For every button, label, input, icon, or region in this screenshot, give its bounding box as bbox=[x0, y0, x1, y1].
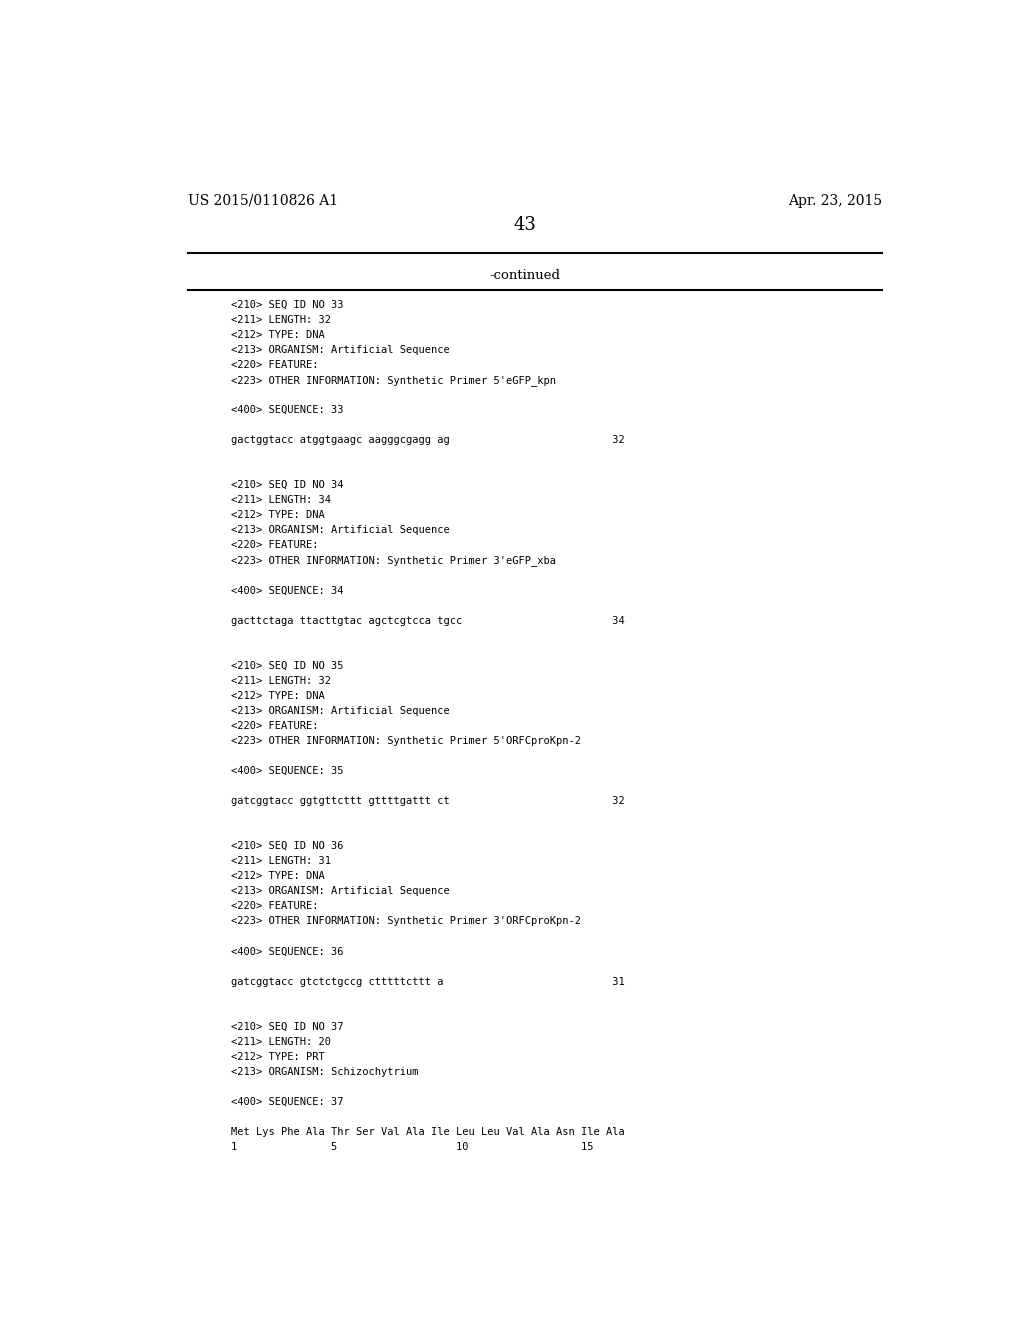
Text: Apr. 23, 2015: Apr. 23, 2015 bbox=[787, 194, 882, 209]
Text: gatcggtacc gtctctgccg ctttttcttt a                           31: gatcggtacc gtctctgccg ctttttcttt a 31 bbox=[231, 977, 625, 986]
Text: <223> OTHER INFORMATION: Synthetic Primer 5'ORFCproKpn-2: <223> OTHER INFORMATION: Synthetic Prime… bbox=[231, 737, 582, 746]
Text: <220> FEATURE:: <220> FEATURE: bbox=[231, 540, 318, 550]
Text: <210> SEQ ID NO 35: <210> SEQ ID NO 35 bbox=[231, 661, 344, 671]
Text: <213> ORGANISM: Schizochytrium: <213> ORGANISM: Schizochytrium bbox=[231, 1067, 419, 1077]
Text: <400> SEQUENCE: 33: <400> SEQUENCE: 33 bbox=[231, 405, 344, 414]
Text: <210> SEQ ID NO 36: <210> SEQ ID NO 36 bbox=[231, 841, 344, 851]
Text: <220> FEATURE:: <220> FEATURE: bbox=[231, 902, 318, 911]
Text: <211> LENGTH: 20: <211> LENGTH: 20 bbox=[231, 1036, 331, 1047]
Text: <211> LENGTH: 34: <211> LENGTH: 34 bbox=[231, 495, 331, 506]
Text: <400> SEQUENCE: 36: <400> SEQUENCE: 36 bbox=[231, 946, 344, 957]
Text: <212> TYPE: DNA: <212> TYPE: DNA bbox=[231, 511, 325, 520]
Text: <220> FEATURE:: <220> FEATURE: bbox=[231, 721, 318, 731]
Text: US 2015/0110826 A1: US 2015/0110826 A1 bbox=[187, 194, 338, 209]
Text: <210> SEQ ID NO 37: <210> SEQ ID NO 37 bbox=[231, 1022, 344, 1032]
Text: <210> SEQ ID NO 34: <210> SEQ ID NO 34 bbox=[231, 480, 344, 490]
Text: <211> LENGTH: 32: <211> LENGTH: 32 bbox=[231, 676, 331, 686]
Text: <212> TYPE: DNA: <212> TYPE: DNA bbox=[231, 690, 325, 701]
Text: <223> OTHER INFORMATION: Synthetic Primer 3'ORFCproKpn-2: <223> OTHER INFORMATION: Synthetic Prime… bbox=[231, 916, 582, 927]
Text: gatcggtacc ggtgttcttt gttttgattt ct                          32: gatcggtacc ggtgttcttt gttttgattt ct 32 bbox=[231, 796, 625, 807]
Text: <212> TYPE: DNA: <212> TYPE: DNA bbox=[231, 871, 325, 882]
Text: <212> TYPE: DNA: <212> TYPE: DNA bbox=[231, 330, 325, 339]
Text: Met Lys Phe Ala Thr Ser Val Ala Ile Leu Leu Val Ala Asn Ile Ala: Met Lys Phe Ala Thr Ser Val Ala Ile Leu … bbox=[231, 1127, 625, 1137]
Text: <213> ORGANISM: Artificial Sequence: <213> ORGANISM: Artificial Sequence bbox=[231, 886, 450, 896]
Text: <213> ORGANISM: Artificial Sequence: <213> ORGANISM: Artificial Sequence bbox=[231, 345, 450, 355]
Text: -continued: -continued bbox=[489, 269, 560, 282]
Text: <400> SEQUENCE: 37: <400> SEQUENCE: 37 bbox=[231, 1097, 344, 1107]
Text: gactggtacc atggtgaagc aagggcgagg ag                          32: gactggtacc atggtgaagc aagggcgagg ag 32 bbox=[231, 436, 625, 445]
Text: 1               5                   10                  15: 1 5 10 15 bbox=[231, 1142, 594, 1152]
Text: <400> SEQUENCE: 34: <400> SEQUENCE: 34 bbox=[231, 586, 344, 595]
Text: <213> ORGANISM: Artificial Sequence: <213> ORGANISM: Artificial Sequence bbox=[231, 706, 450, 715]
Text: <212> TYPE: PRT: <212> TYPE: PRT bbox=[231, 1052, 325, 1061]
Text: <211> LENGTH: 31: <211> LENGTH: 31 bbox=[231, 857, 331, 866]
Text: gacttctaga ttacttgtac agctcgtcca tgcc                        34: gacttctaga ttacttgtac agctcgtcca tgcc 34 bbox=[231, 615, 625, 626]
Text: <400> SEQUENCE: 35: <400> SEQUENCE: 35 bbox=[231, 766, 344, 776]
Text: <211> LENGTH: 32: <211> LENGTH: 32 bbox=[231, 314, 331, 325]
Text: <213> ORGANISM: Artificial Sequence: <213> ORGANISM: Artificial Sequence bbox=[231, 525, 450, 536]
Text: <220> FEATURE:: <220> FEATURE: bbox=[231, 360, 318, 370]
Text: <223> OTHER INFORMATION: Synthetic Primer 3'eGFP_xba: <223> OTHER INFORMATION: Synthetic Prime… bbox=[231, 556, 556, 566]
Text: 43: 43 bbox=[513, 216, 537, 235]
Text: <210> SEQ ID NO 33: <210> SEQ ID NO 33 bbox=[231, 300, 344, 310]
Text: <223> OTHER INFORMATION: Synthetic Primer 5'eGFP_kpn: <223> OTHER INFORMATION: Synthetic Prime… bbox=[231, 375, 556, 385]
